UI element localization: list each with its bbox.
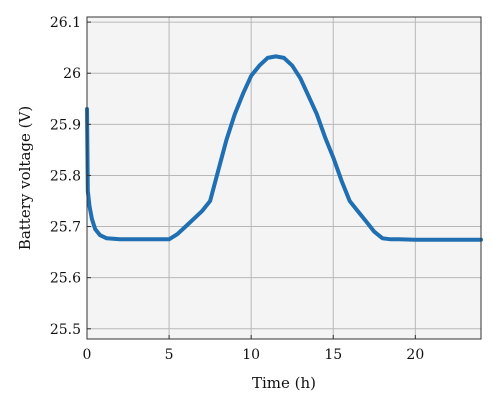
series-group	[85, 54, 483, 242]
y-tick-label: 25.5	[50, 322, 81, 338]
plot-area	[87, 17, 481, 339]
x-tick-label: 5	[165, 347, 174, 363]
y-tick-label: 25.8	[50, 168, 81, 184]
y-tick-label: 25.9	[50, 117, 81, 133]
y-axis-ticks: 25.5 25.6 25.7 25.8 25.9 26 26.1	[50, 15, 91, 338]
y-tick-label: 25.6	[50, 271, 81, 287]
x-tick-label: 0	[83, 347, 92, 363]
grid-lines	[86, 17, 481, 339]
y-tick-label: 26.1	[50, 15, 81, 31]
x-axis-title: Time (h)	[252, 374, 316, 392]
y-tick-label: 25.7	[50, 220, 81, 236]
y-axis-title: Battery voltage (V)	[16, 106, 34, 250]
x-tick-label: 20	[406, 347, 424, 363]
x-tick-label: 15	[324, 347, 342, 363]
x-tick-label: 10	[242, 347, 260, 363]
voltage-series-line	[85, 54, 483, 242]
x-axis-ticks: 0 5 10 15 20	[83, 335, 424, 363]
plot-frame	[86, 16, 482, 340]
y-tick-label: 26	[63, 66, 81, 82]
